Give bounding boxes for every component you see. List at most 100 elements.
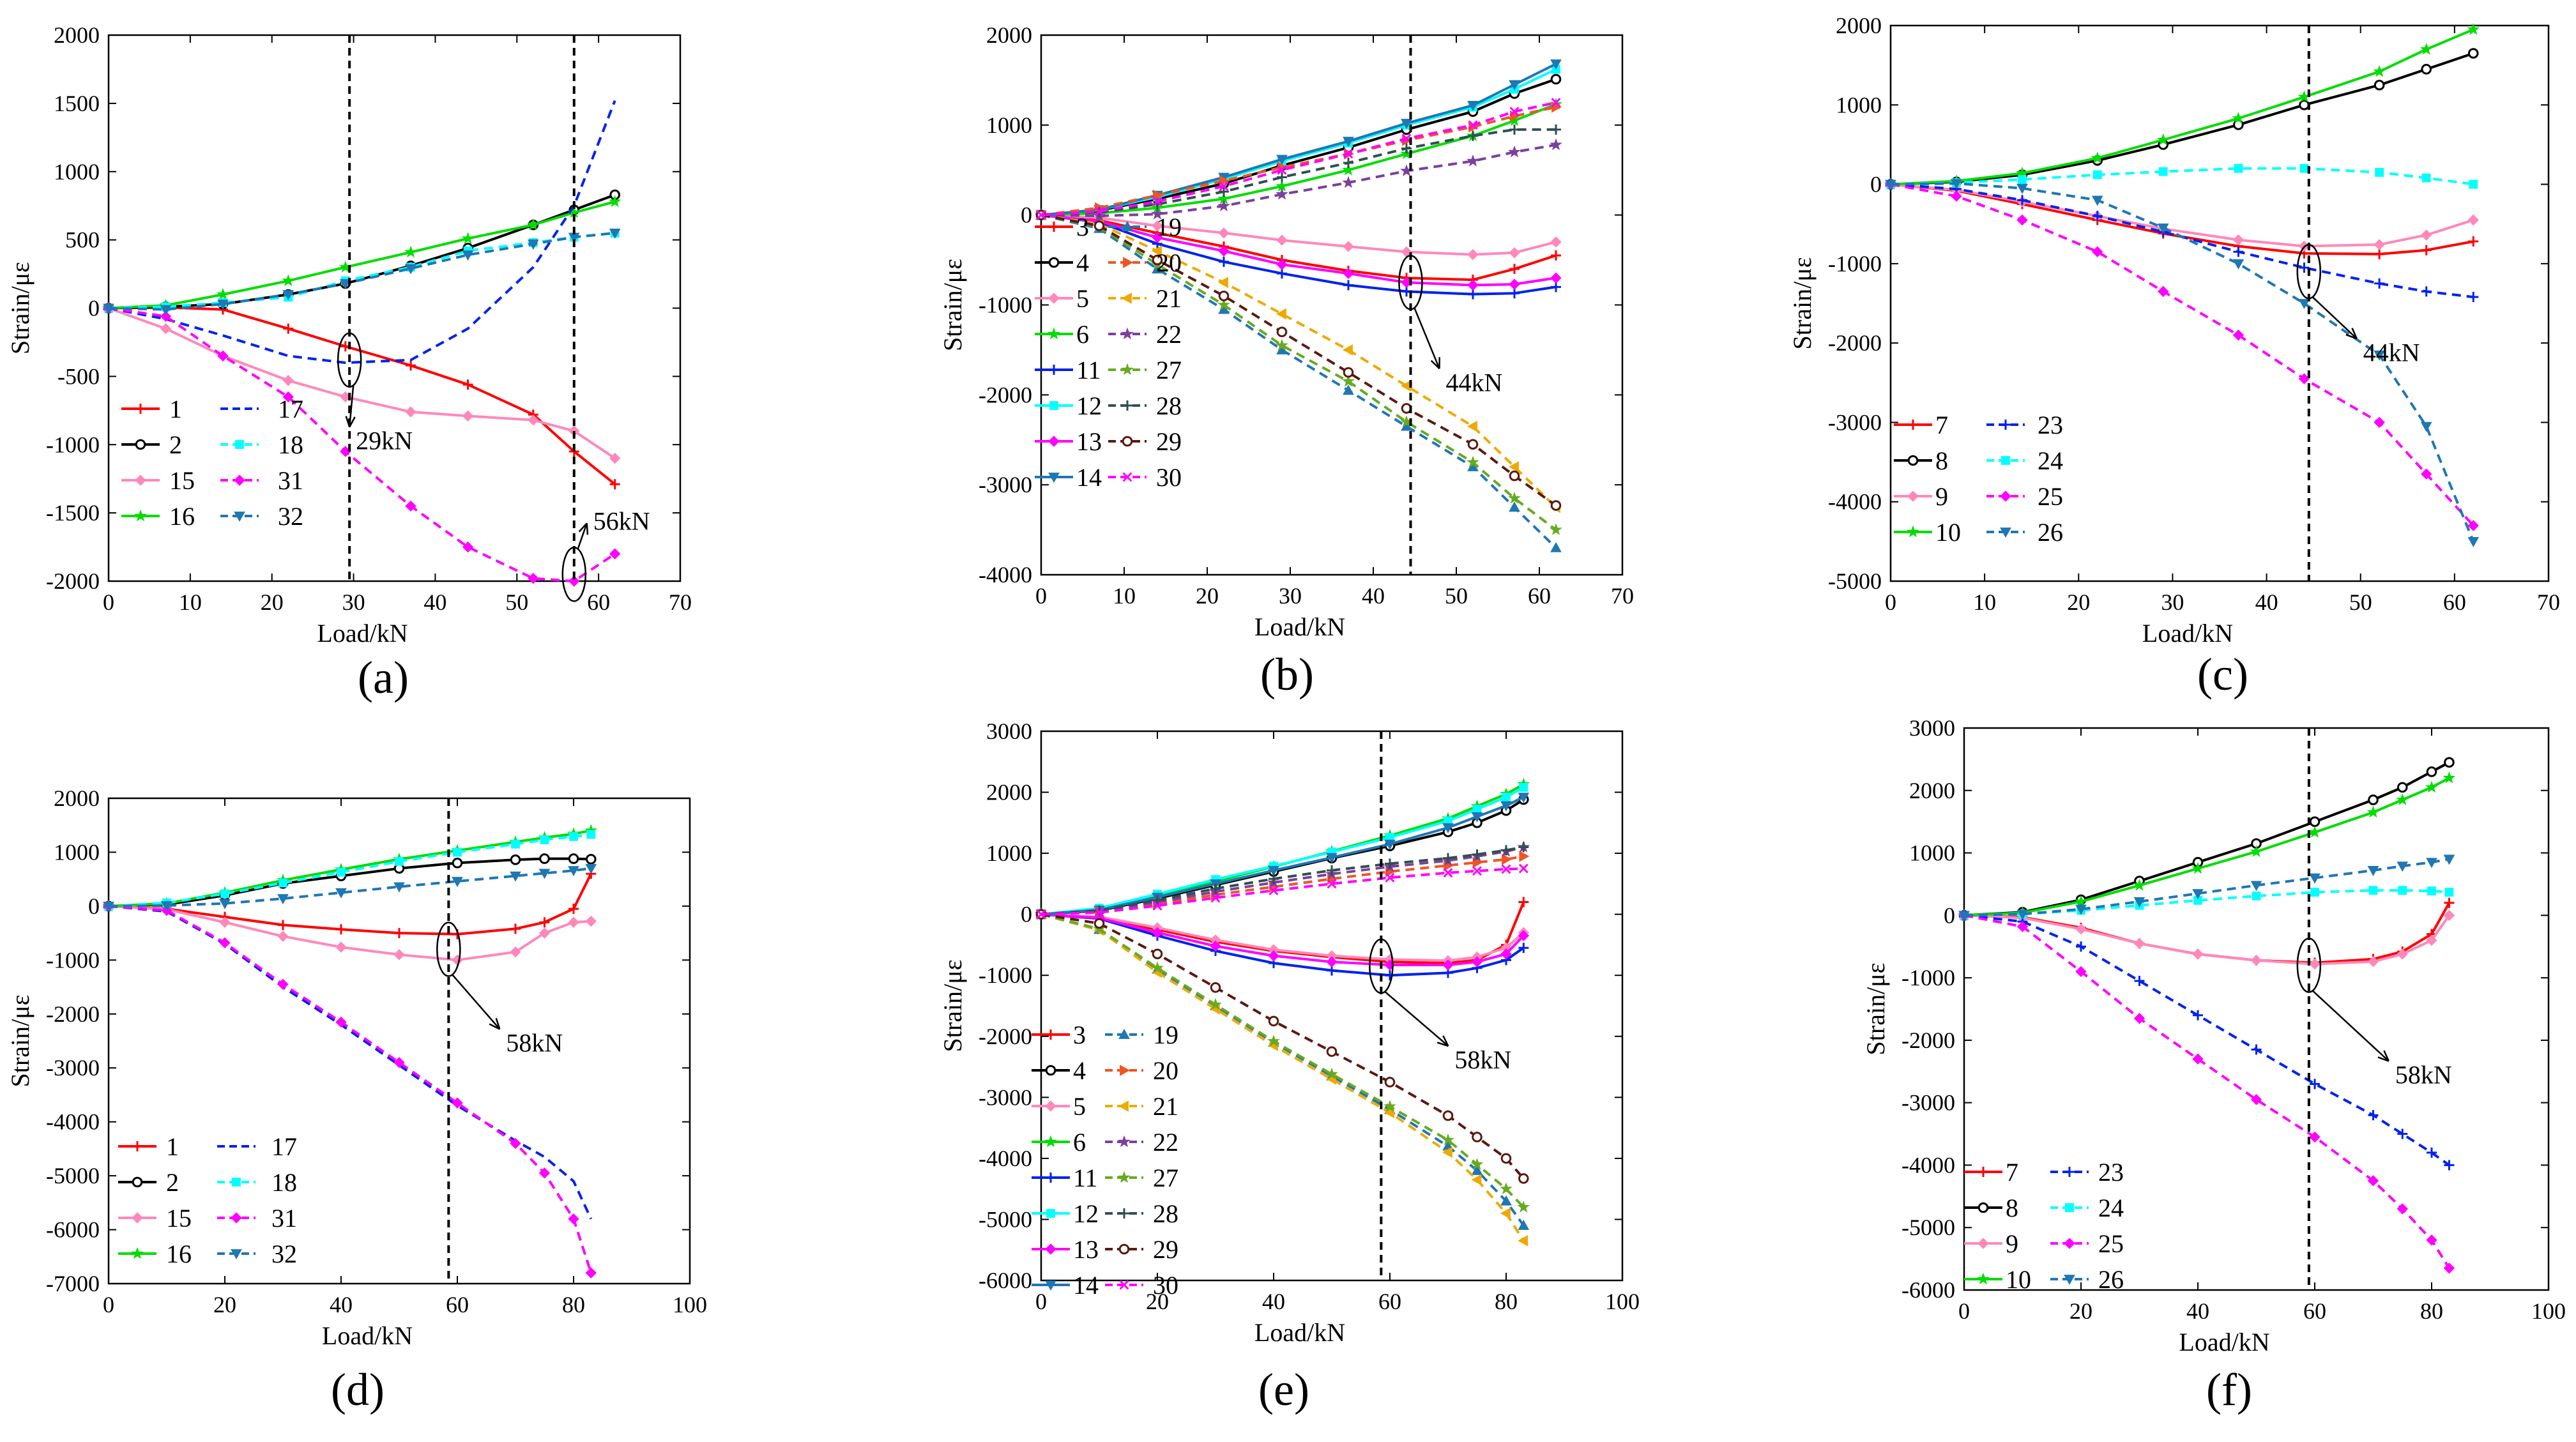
legend-marker-32: [234, 512, 245, 522]
x-axis-label: Load/kN: [2179, 1328, 2269, 1356]
legend-label-21: 21: [1156, 284, 1182, 313]
data-point-32: [282, 290, 294, 301]
series-14: [1035, 59, 1562, 221]
legend-label-13: 13: [1073, 1235, 1099, 1264]
data-point-23: [2076, 941, 2086, 952]
series-12: [1037, 783, 1528, 919]
y-tick-label: -2000: [46, 568, 100, 594]
series-18: [104, 830, 596, 911]
data-point-19: [1471, 1164, 1483, 1175]
data-point-8: [2467, 48, 2479, 59]
series-9: [1958, 909, 2455, 970]
data-point-26: [2016, 909, 2029, 920]
data-point-24: [2092, 170, 2102, 179]
data-point-25: [2374, 416, 2385, 429]
data-point-19: [1509, 501, 1520, 512]
y-tick-label: -3000: [979, 472, 1032, 497]
data-point-25: [2397, 1203, 2408, 1215]
data-point-9: [2232, 234, 2244, 246]
legend-marker-7: [1978, 1167, 1988, 1177]
data-point-12: [1502, 793, 1511, 802]
data-point-19: [1500, 1195, 1512, 1206]
legend-label-32: 32: [271, 1240, 297, 1268]
data-point-26: [2016, 183, 2028, 194]
annotation-ellipse: [1398, 255, 1423, 310]
x-tick-label: 40: [423, 589, 446, 615]
legend-marker-14: [1045, 1280, 1056, 1291]
data-point-27: [1550, 523, 1562, 535]
annotation-arrow: [577, 522, 588, 549]
data-point-32: [568, 866, 579, 877]
data-point-7: [2468, 236, 2479, 247]
data-point-23: [2421, 286, 2432, 297]
legend-label-31: 31: [271, 1204, 297, 1233]
x-tick-label: 70: [1611, 583, 1634, 609]
y-tick-label: 3000: [1909, 715, 1955, 741]
data-point-24: [2299, 163, 2309, 173]
plot-frame: [107, 797, 691, 1285]
data-point-9: [2426, 934, 2437, 946]
y-tick-label: -1000: [46, 947, 100, 973]
series-line-6: [1040, 103, 1557, 216]
data-point-26: [2374, 350, 2385, 361]
data-point-21: [1518, 1235, 1528, 1247]
legend-label-17: 17: [278, 395, 303, 423]
x-tick-label: 60: [2443, 589, 2466, 615]
series-16: [102, 195, 621, 314]
y-tick-label: -500: [57, 363, 100, 389]
data-point-8: [2444, 757, 2455, 768]
data-point-1: [278, 920, 288, 930]
data-point-31: [538, 1167, 551, 1179]
y-tick-label: -5000: [979, 1206, 1032, 1232]
data-point-18: [278, 878, 287, 888]
data-point-9: [2374, 239, 2385, 250]
data-point-10: [2191, 861, 2204, 874]
panel-label-d: (d): [331, 1364, 385, 1415]
y-axis-label: Strain/μɛ: [6, 995, 34, 1088]
data-point-10: [2075, 895, 2087, 907]
data-point-19: [1550, 542, 1562, 552]
data-point-32: [510, 871, 521, 882]
data-point-28: [1501, 845, 1511, 856]
data-point-13: [1343, 268, 1354, 279]
y-tick-label: 3000: [986, 718, 1032, 744]
y-tick-label: -2000: [1828, 330, 1882, 356]
y-tick-label: 2000: [1836, 13, 1882, 38]
data-point-25: [2250, 1094, 2262, 1105]
data-point-21: [1442, 1146, 1452, 1158]
data-point-25: [2467, 520, 2479, 531]
data-point-30: [1385, 872, 1395, 883]
data-point-5: [1152, 220, 1163, 232]
data-point-30: [1210, 893, 1221, 903]
data-point-5: [1509, 247, 1520, 259]
data-point-13: [1467, 279, 1479, 291]
data-point-30: [1219, 181, 1229, 192]
series-line-18: [108, 231, 615, 310]
data-point-18: [395, 856, 404, 866]
annotation-1: 58kN: [1369, 938, 1511, 1074]
legend-label-12: 12: [1076, 391, 1102, 420]
data-point-28: [1210, 883, 1221, 894]
data-point-20: [1153, 189, 1164, 201]
legend-label-13: 13: [1076, 427, 1102, 456]
legend-label-11: 11: [1076, 356, 1101, 384]
data-point-24: [2375, 168, 2384, 177]
legend-marker-11: [1049, 365, 1059, 375]
plot-frame: [1963, 727, 2550, 1291]
data-point-14: [1343, 137, 1354, 148]
chart-panel-e: 0 20 40 60 80 100-6000-5000-4000-3000-2000-10…: [938, 718, 1640, 1415]
data-point-23: [2397, 1128, 2408, 1139]
data-point-32: [277, 894, 289, 905]
series-line-27: [1040, 913, 1525, 1208]
data-point-10: [2091, 151, 2104, 163]
data-point-9: [2467, 214, 2479, 226]
data-point-32: [103, 303, 114, 314]
y-tick-label: -3000: [979, 1084, 1032, 1110]
data-point-19: [1518, 1219, 1530, 1230]
y-tick-label: -2000: [979, 1024, 1032, 1049]
legend-label-30: 30: [1156, 463, 1182, 492]
data-point-1: [336, 924, 346, 935]
x-tick-label: 80: [562, 1292, 585, 1317]
legend-marker-22: [1121, 327, 1134, 340]
data-point-7: [2444, 897, 2455, 908]
